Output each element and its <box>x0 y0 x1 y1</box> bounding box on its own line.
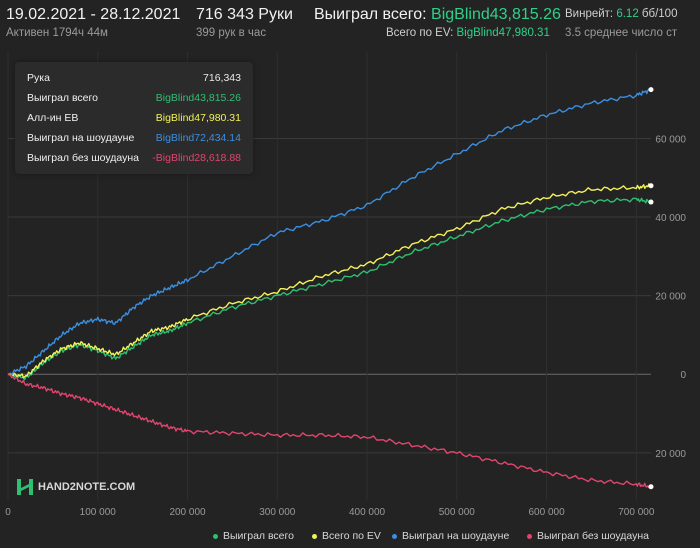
y-tick-label: 20 000 <box>655 292 686 303</box>
series-line-2 <box>7 183 652 379</box>
tooltip-value: BigBlind72,434.14 <box>155 132 241 144</box>
x-tick-label: 300 000 <box>259 507 296 518</box>
x-tick-label: 400 000 <box>349 507 386 518</box>
legend-label: Всего по EV <box>322 530 381 542</box>
legend-item-non-showdown[interactable]: Выиграл без шоудауна <box>527 530 649 542</box>
series-line-4 <box>7 373 652 489</box>
winrate-unit: бб/100 <box>641 8 678 20</box>
legend-label: Выиграл без шоудауна <box>537 530 649 542</box>
hands-count: 716 343 Руки <box>196 6 293 23</box>
won-total-summary: Выиграл всего: BigBlind43,815.26 <box>314 6 561 24</box>
series-line-1 <box>7 197 652 381</box>
ev-label: Всего по EV: <box>386 27 454 39</box>
legend-item-showdown[interactable]: Выиграл на шоудауне <box>392 530 509 542</box>
x-tick-label: 100 000 <box>80 507 117 518</box>
series-end-point <box>648 199 654 205</box>
legend-label: Выиграл на шоудауне <box>402 530 510 542</box>
tooltip-row-allin-ev: Алл-ин ЕВ BigBlind47,980.31 <box>27 112 241 128</box>
y-tick-label: 60 000 <box>655 134 686 145</box>
legend-label: Выиграл всего <box>223 530 294 542</box>
tooltip-label: Рука <box>27 72 50 84</box>
series-end-point <box>648 484 654 490</box>
ev-value: BigBlind47,980.31 <box>456 27 550 39</box>
y-tick-label: 0 <box>680 370 686 381</box>
logo-text: HAND2NOTE.COM <box>38 481 136 493</box>
tooltip-label: Алл-ин ЕВ <box>27 112 79 124</box>
x-tick-label: 0 <box>5 507 11 518</box>
tooltip-label: Выиграл всего <box>27 92 98 104</box>
date-range: 19.02.2021 - 28.12.2021 <box>6 6 181 23</box>
series-end-point <box>648 87 654 93</box>
series-line-3 <box>7 88 652 376</box>
hand2note-logo-icon <box>17 479 33 495</box>
tooltip-row-hand: Рука 716,343 <box>27 72 241 88</box>
tooltip-row-non-showdown: Выиграл без шоудауна -BigBlind28,618.88 <box>27 152 241 168</box>
tooltip-value: 716,343 <box>203 72 241 84</box>
legend-dot-icon <box>392 533 397 539</box>
tooltip-value: -BigBlind28,618.88 <box>152 152 241 164</box>
ev-summary: Всего по EV: BigBlind47,980.31 <box>386 27 550 39</box>
tooltip-label: Выиграл без шоудауна <box>27 152 139 164</box>
y-tick-label: 40 000 <box>655 213 686 224</box>
tooltip-value: BigBlind47,980.31 <box>155 112 241 124</box>
avg-players: 3.5 среднее число ст <box>565 27 678 39</box>
won-total-label: Выиграл всего: <box>314 6 427 23</box>
legend-dot-icon <box>213 533 218 539</box>
winrate: Винрейт: 6.12 бб/100 <box>565 8 677 20</box>
hands-per-hour: 399 рук в час <box>196 27 267 39</box>
winrate-label: Винрейт: <box>565 8 614 20</box>
tooltip-value: BigBlind43,815.26 <box>155 92 241 104</box>
x-tick-label: 600 000 <box>528 507 565 518</box>
tooltip-row-showdown: Выиграл на шоудауне BigBlind72,434.14 <box>27 132 241 148</box>
active-time: Активен 1794ч 44м <box>6 27 108 39</box>
won-total-value: BigBlind43,815.26 <box>431 6 561 23</box>
winrate-value: 6.12 <box>616 8 639 20</box>
x-tick-label: 700 000 <box>618 507 655 518</box>
tooltip-row-won: Выиграл всего BigBlind43,815.26 <box>27 92 241 108</box>
legend-dot-icon <box>312 533 317 539</box>
y-tick-label: 20 000 <box>655 449 686 460</box>
series-end-point <box>648 183 654 189</box>
tooltip-label: Выиграл на шоудауне <box>27 132 135 144</box>
x-tick-label: 200 000 <box>169 507 206 518</box>
legend-dot-icon <box>527 533 532 539</box>
legend-item-won[interactable]: Выиграл всего <box>213 530 294 542</box>
legend-item-ev[interactable]: Всего по EV <box>312 530 381 542</box>
hand2note-logo: HAND2NOTE.COM <box>16 478 135 496</box>
x-tick-label: 500 000 <box>439 507 476 518</box>
hover-tooltip: Рука 716,343 Выиграл всего BigBlind43,81… <box>15 62 253 174</box>
